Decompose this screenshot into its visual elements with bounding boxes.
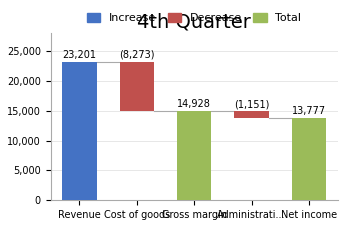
Bar — [62, 62, 97, 200]
Text: (1,151): (1,151) — [234, 99, 269, 109]
Bar — [120, 62, 154, 111]
Bar — [235, 111, 269, 118]
Title: 4th Quarter: 4th Quarter — [137, 12, 251, 31]
Text: 14,928: 14,928 — [177, 99, 211, 109]
Text: (8,273): (8,273) — [119, 50, 155, 60]
Bar — [292, 118, 326, 200]
Text: 13,777: 13,777 — [292, 106, 326, 116]
Text: 23,201: 23,201 — [62, 50, 97, 60]
Legend: Increase, Decrease, Total: Increase, Decrease, Total — [83, 8, 306, 28]
Bar — [177, 111, 211, 200]
